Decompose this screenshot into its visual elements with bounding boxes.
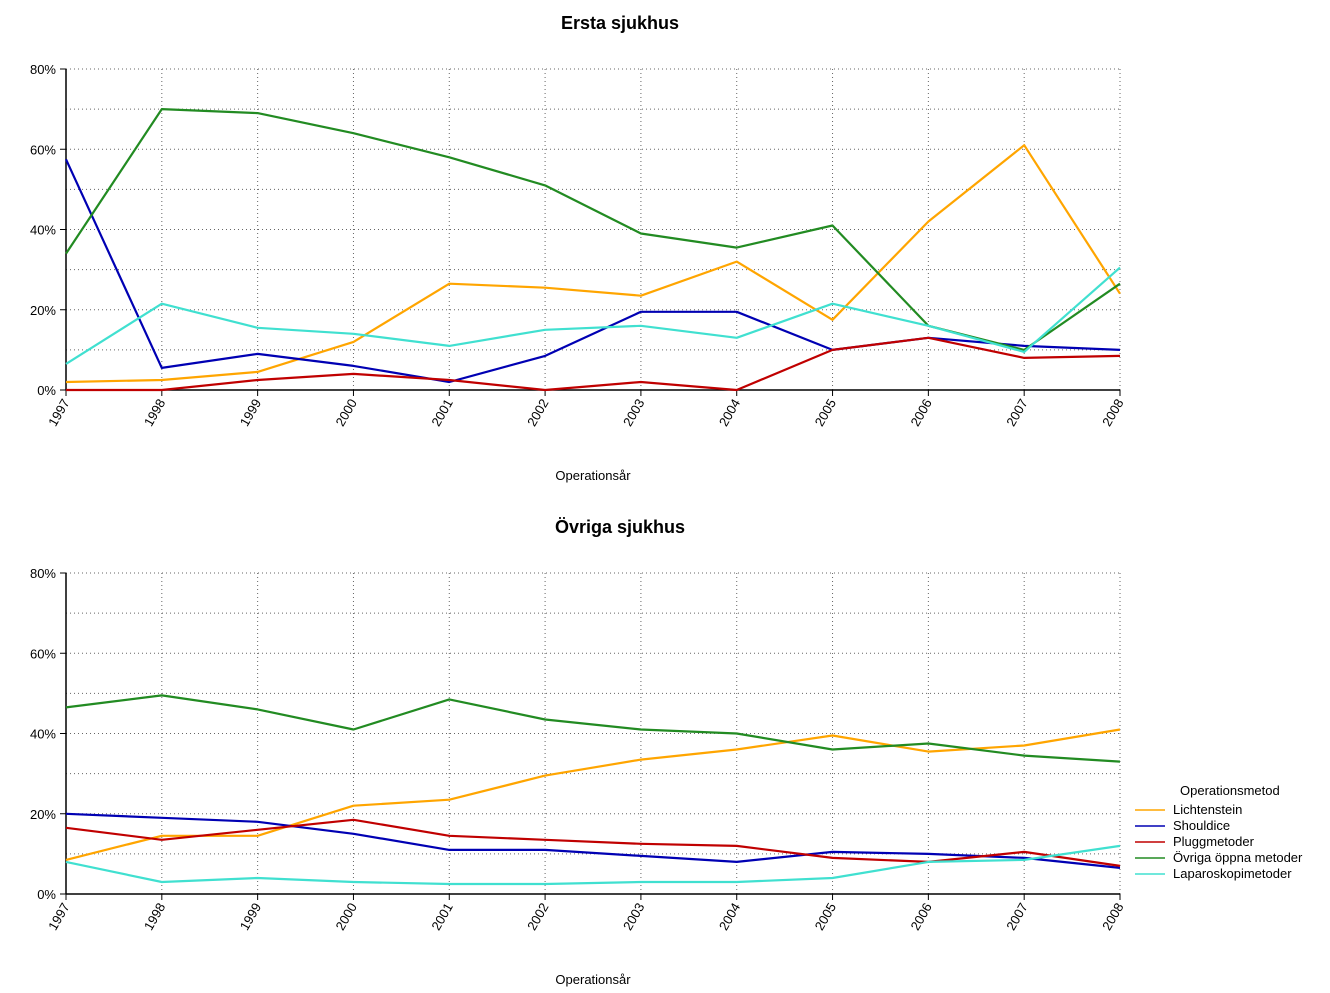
- x-tick-label: 1999: [237, 900, 264, 933]
- x-tick-label: 1997: [45, 396, 72, 429]
- y-tick-label: 20%: [30, 303, 56, 318]
- legend-entry: Övriga öppna metoder: [1173, 850, 1303, 865]
- x-tick-label: 2002: [524, 396, 551, 429]
- x-tick-label: 1997: [45, 900, 72, 933]
- series-line-5: [65, 266, 1121, 365]
- x-tick-label: 2005: [812, 396, 839, 429]
- x-tick-label: 2003: [620, 900, 647, 933]
- legend-entry: Lichtenstein: [1173, 802, 1242, 817]
- x-tick-label: 2004: [716, 900, 743, 933]
- x-axis-title: Operationsår: [555, 468, 631, 483]
- x-tick-label: 2008: [1099, 900, 1126, 933]
- x-tick-label: 1998: [141, 900, 168, 933]
- x-tick-label: 2001: [428, 900, 455, 933]
- y-tick-label: 40%: [30, 223, 56, 238]
- chart-title: Övriga sjukhus: [555, 517, 685, 537]
- y-tick-label: 20%: [30, 807, 56, 822]
- series-line-2: [65, 812, 1121, 869]
- y-tick-label: 0%: [37, 887, 56, 902]
- legend-entry: Pluggmetoder: [1173, 834, 1255, 849]
- y-tick-label: 0%: [37, 383, 56, 398]
- series-line-1: [65, 728, 1121, 861]
- x-tick-label: 2006: [907, 396, 934, 429]
- legend: Operationsmetod LichtensteinShouldicePlug…: [1135, 783, 1303, 881]
- y-tick-label: 80%: [30, 566, 56, 581]
- series-line-2: [65, 158, 1121, 384]
- x-tick-label: 2007: [1003, 396, 1030, 429]
- y-tick-label: 60%: [30, 142, 56, 157]
- x-tick-label: 1999: [237, 396, 264, 429]
- x-tick-label: 2001: [428, 396, 455, 429]
- x-tick-label: 2005: [812, 900, 839, 933]
- chart-panel-2: Övriga sjukhus 0% 20% 40% 60% 80% 1997 1998 1999…: [30, 517, 1303, 987]
- x-tick-label: 2004: [716, 396, 743, 429]
- x-tick-label: 2002: [524, 900, 551, 933]
- x-tick-label: 2000: [333, 396, 360, 429]
- x-tick-label: 2000: [333, 900, 360, 933]
- y-tick-label: 40%: [30, 727, 56, 742]
- x-axis-title: Operationsår: [555, 972, 631, 987]
- series-line-3: [66, 336, 1121, 392]
- x-tick-label: 2003: [620, 396, 647, 429]
- chart-panel-1: Ersta sjukhus 0% 20% 40% 60% 80% 1997 1998 1999 2…: [30, 13, 1127, 483]
- y-tick-label: 80%: [30, 62, 56, 77]
- y-tick-label: 60%: [30, 646, 56, 661]
- legend-entry: Laparoskopimetoder: [1173, 866, 1292, 881]
- series-line-3: [65, 818, 1121, 867]
- x-tick-label: 2006: [907, 900, 934, 933]
- x-tick-label: 2007: [1003, 900, 1030, 933]
- x-tick-label: 2008: [1099, 396, 1126, 429]
- series-line-4: [65, 694, 1121, 763]
- legend-entry: Shouldice: [1173, 818, 1230, 833]
- legend-title: Operationsmetod: [1180, 783, 1280, 798]
- x-tick-label: 1998: [141, 396, 168, 429]
- series-line-5: [65, 844, 1121, 886]
- series-line-1: [65, 144, 1121, 384]
- series-line-4: [65, 107, 1121, 351]
- chart-title: Ersta sjukhus: [561, 13, 679, 33]
